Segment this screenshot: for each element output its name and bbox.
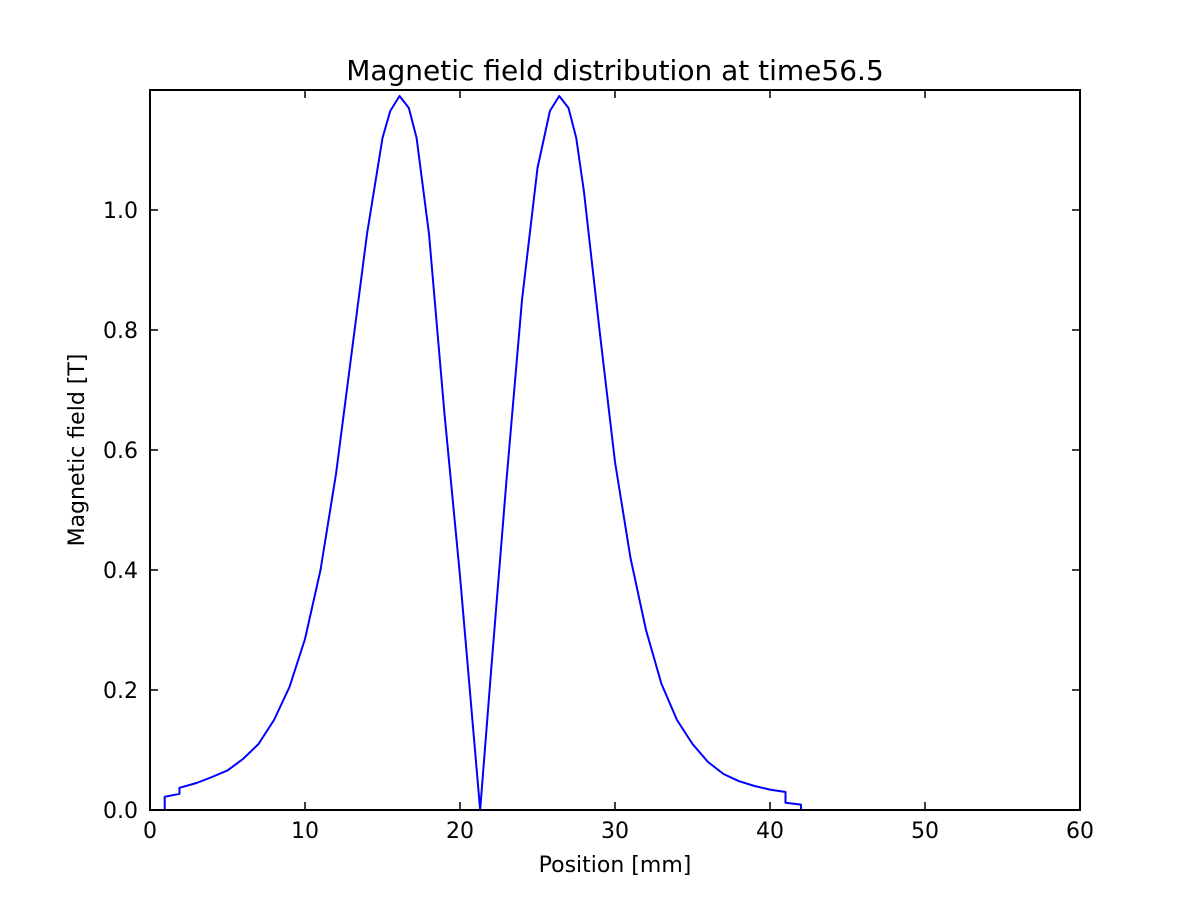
x-axis-title: Position [mm] <box>539 853 692 878</box>
x-tick-label: 50 <box>911 819 939 844</box>
y-tick-label: 0.2 <box>103 679 138 704</box>
y-tick-label: 1.0 <box>103 199 138 224</box>
series-line-0 <box>150 95 1080 811</box>
x-tick-label: 40 <box>756 819 784 844</box>
x-tick-label: 20 <box>446 819 474 844</box>
y-tick-label: 0.4 <box>103 559 138 584</box>
y-axis-ticks: 0.0 0.2 0.4 0.6 0.8 1.0 <box>103 199 1080 824</box>
series-layer <box>150 95 1080 811</box>
plot-area: 0 10 20 30 40 50 60 0.0 0.2 0.4 0.6 0.8 1.0 <box>103 89 1094 844</box>
y-tick-label: 0.8 <box>103 319 138 344</box>
x-tick-label: 30 <box>601 819 629 844</box>
x-tick-label: 60 <box>1066 819 1094 844</box>
x-axis-ticks: 0 10 20 30 40 50 60 <box>143 90 1094 844</box>
y-tick-label: 0.0 <box>103 799 138 824</box>
x-tick-label: 10 <box>291 819 319 844</box>
x-tick-label: 0 <box>143 819 157 844</box>
chart-title: Magnetic field distribution at time56.5 <box>346 54 884 87</box>
y-axis-title: Magnetic field [T] <box>65 354 90 547</box>
y-tick-label: 0.6 <box>103 439 138 464</box>
